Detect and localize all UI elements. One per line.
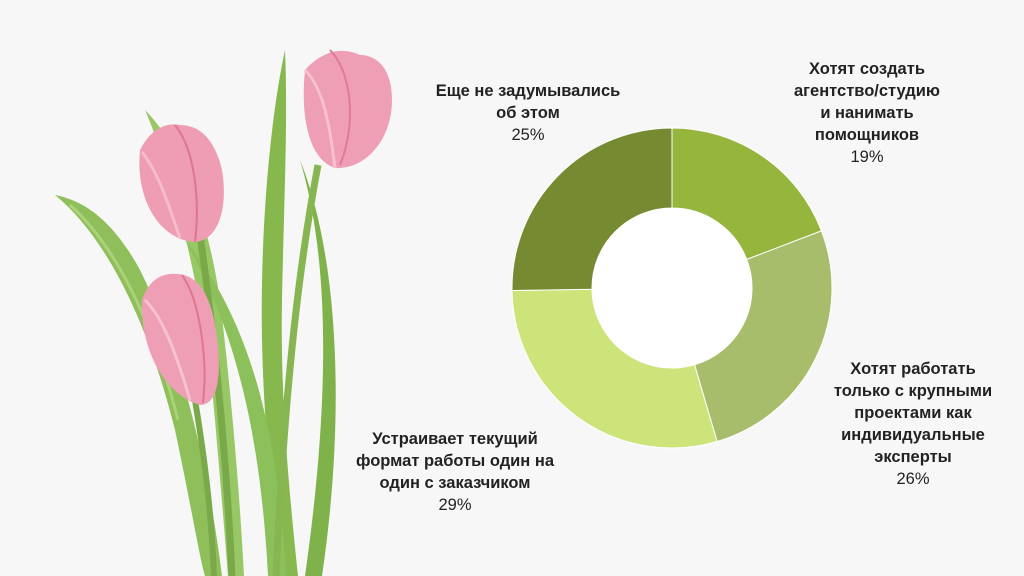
slice-name: Еще не задумывались об этом [435,82,621,122]
tulips-image [55,49,392,576]
slice-value: 26% [896,470,930,488]
tulip-top-right [303,49,392,169]
slice-label-current-format: Устраивает текущий формат работы один на… [335,428,575,516]
slice-label-experts: Хотят работать только с крупными проекта… [808,358,1018,490]
tulip-bottom [141,273,219,405]
slice-label-agency: Хотят создать агентство/студию и нанимат… [752,58,982,168]
slice-value: 29% [438,496,472,514]
slice-name: Устраивает текущий формат работы один на… [355,430,555,492]
slice-label-not-thought: Еще не задумывались об этом 25% [408,80,648,146]
slice-value: 25% [511,126,545,144]
donut-hole [592,208,752,368]
tulip-top-left [139,124,224,243]
slice-name: Хотят создать агентство/студию и нанимат… [793,60,941,144]
slice-value: 19% [850,148,884,166]
slice-name: Хотят работать только с крупными проекта… [833,360,993,466]
